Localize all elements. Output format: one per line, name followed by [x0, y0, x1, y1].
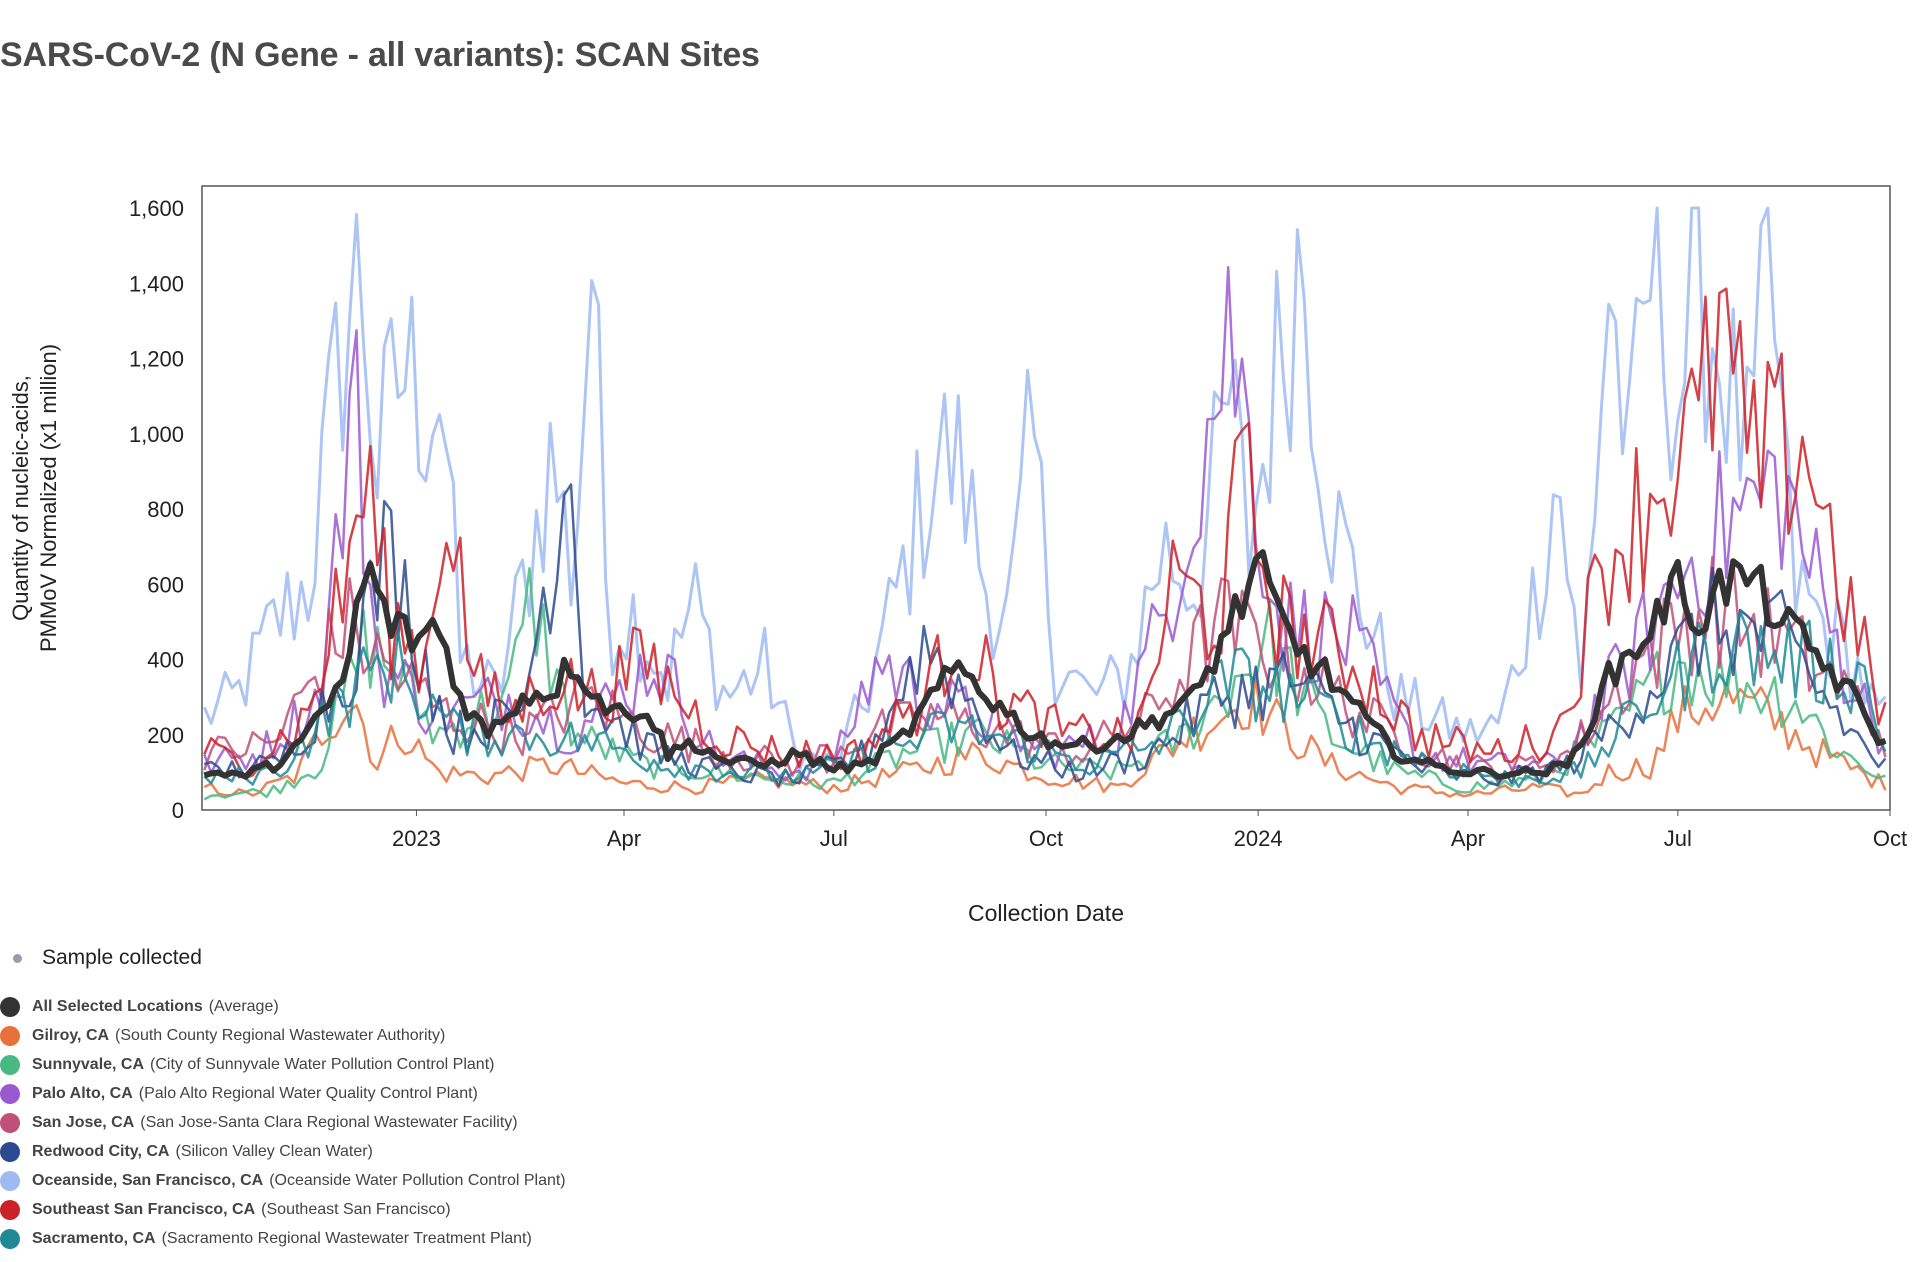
y-tick-label: 600	[147, 572, 184, 597]
legend-item[interactable]: San Jose, CA (San Jose-Santa Clara Region…	[0, 1108, 566, 1137]
x-tick-label: 2023	[392, 826, 441, 851]
y-axis-label-line1: Quantity of nucleic-acids,	[8, 375, 33, 621]
x-tick-label: Oct	[1029, 826, 1063, 851]
legend-item-desc: (Average)	[208, 997, 279, 1015]
legend-item[interactable]: Palo Alto, CA (Palo Alto Regional Water Q…	[0, 1079, 566, 1108]
legend-dot-icon	[0, 1199, 20, 1220]
legend-item-name: All Selected Locations	[32, 997, 203, 1015]
legend-dot-icon	[0, 1141, 20, 1162]
legend-dot-icon	[0, 1054, 20, 1075]
legend-dot-icon	[0, 1025, 20, 1046]
y-tick-label: 400	[147, 648, 184, 673]
y-tick-label: 1,000	[129, 422, 184, 447]
legend: All Selected Locations (Average) Gilroy, …	[0, 992, 566, 1253]
legend-item[interactable]: Redwood City, CA (Silicon Valley Clean Wa…	[0, 1137, 566, 1166]
legend-item-desc: (Southeast San Francisco)	[261, 1200, 451, 1218]
legend-item-desc: (Oceanside Water Pollution Control Plant…	[269, 1171, 566, 1189]
legend-item-name: Sunnyvale, CA	[32, 1055, 145, 1073]
legend-item-name: Redwood City, CA	[32, 1142, 170, 1160]
y-tick-label: 1,200	[129, 347, 184, 372]
chart-title: SARS-CoV-2 (N Gene - all variants): SCAN…	[0, 36, 760, 74]
legend-item-desc: (Palo Alto Regional Water Quality Contro…	[138, 1084, 478, 1102]
y-tick-label: 1,600	[129, 196, 184, 221]
legend-item[interactable]: All Selected Locations (Average)	[0, 992, 566, 1021]
sample-collected-legend: Sample collected	[8, 946, 202, 970]
series-line-southeast-san-francisco-ca[interactable]	[203, 287, 1887, 779]
series-lines	[202, 206, 1887, 801]
legend-item-name: Sacramento, CA	[32, 1229, 156, 1247]
sample-dot-icon	[13, 953, 22, 963]
legend-item[interactable]: Gilroy, CA (South County Regional Wastewa…	[0, 1021, 566, 1050]
legend-item[interactable]: Sunnyvale, CA (City of Sunnyvale Water Po…	[0, 1050, 566, 1079]
legend-item-desc: (City of Sunnyvale Water Pollution Contr…	[150, 1055, 495, 1073]
x-tick-label: Jul	[1664, 826, 1692, 851]
legend-dot-icon	[0, 1083, 20, 1104]
x-tick-label: Jul	[820, 826, 848, 851]
legend-item-name: Oceanside, San Francisco, CA	[32, 1171, 264, 1189]
y-tick-label: 800	[147, 497, 184, 522]
legend-item-name: Gilroy, CA	[32, 1026, 110, 1044]
legend-item-name: San Jose, CA	[32, 1113, 135, 1131]
legend-dot-icon	[0, 1228, 20, 1249]
legend-item[interactable]: Southeast San Francisco, CA (Southeast Sa…	[0, 1195, 566, 1224]
x-tick-label: Apr	[607, 826, 641, 851]
x-axis-label: Collection Date	[968, 900, 1124, 926]
x-tick-label: 2024	[1234, 826, 1283, 851]
y-tick-label: 200	[147, 723, 184, 748]
legend-item-desc: (Silicon Valley Clean Water)	[175, 1142, 373, 1160]
sample-collected-label: Sample collected	[42, 946, 202, 969]
legend-item-desc: (South County Regional Wastewater Author…	[115, 1026, 446, 1044]
legend-item-desc: (Sacramento Regional Wastewater Treatmen…	[161, 1229, 532, 1247]
legend-item[interactable]: Sacramento, CA (Sacramento Regional Waste…	[0, 1224, 566, 1253]
x-tick-label: Apr	[1451, 826, 1485, 851]
legend-dot-icon	[0, 996, 20, 1017]
y-tick-label: 1,400	[129, 271, 184, 296]
series-line-gilroy-ca[interactable]	[203, 676, 1887, 798]
legend-item-name: Palo Alto, CA	[32, 1084, 133, 1102]
x-tick-label: Oct	[1873, 826, 1907, 851]
legend-dot-icon	[0, 1170, 20, 1191]
series-line-all-selected-locations[interactable]	[203, 549, 1887, 780]
y-axis-ticks: 0 200 400 600 800 1,000 1,200 1,400 1,600	[129, 196, 184, 823]
legend-dot-icon	[0, 1112, 20, 1133]
legend-item-name: Southeast San Francisco, CA	[32, 1200, 256, 1218]
chart: 0 200 400 600 800 1,000 1,200 1,400 1,600 2023 Ap…	[8, 185, 1907, 926]
y-axis-label-line2: PMMoV Normalized (x1 million)	[36, 344, 61, 652]
x-axis-ticks: 2023 Apr Jul Oct 2024 Apr Jul Oct	[392, 810, 1907, 851]
series-line-sunnyvale-ca[interactable]	[203, 566, 1886, 801]
legend-item-desc: (San Jose-Santa Clara Regional Wastewate…	[140, 1113, 518, 1131]
legend-item[interactable]: Oceanside, San Francisco, CA (Oceanside W…	[0, 1166, 566, 1195]
y-tick-label: 0	[172, 798, 184, 823]
